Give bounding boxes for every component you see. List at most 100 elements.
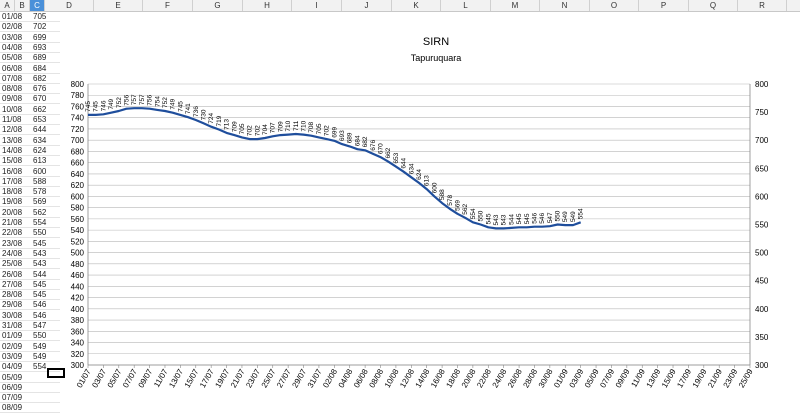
date-cell[interactable]: 19/08 (2, 197, 23, 207)
date-cell[interactable]: 07/08 (2, 73, 23, 83)
table-row[interactable]: 26/08 544 (0, 270, 60, 280)
table-row[interactable]: 08/09 (0, 403, 60, 414)
table-row[interactable]: 24/08 543 (0, 249, 60, 259)
column-header-b[interactable]: B (15, 0, 30, 11)
table-row[interactable]: 31/08 547 (0, 321, 60, 331)
date-cell[interactable]: 31/08 (2, 321, 23, 330)
value-cell[interactable]: 702 (33, 22, 47, 32)
table-row[interactable]: 28/08 545 (0, 290, 60, 301)
value-cell[interactable]: 644 (33, 125, 47, 135)
date-cell[interactable]: 14/08 (2, 145, 23, 155)
date-cell[interactable]: 05/09 (2, 372, 23, 382)
date-cell[interactable]: 08/08 (2, 84, 23, 94)
date-cell[interactable]: 10/08 (2, 104, 23, 114)
value-cell[interactable]: 569 (33, 197, 47, 207)
date-cell[interactable]: 26/08 (2, 269, 23, 279)
table-row[interactable]: 18/08 578 (0, 187, 60, 198)
value-cell[interactable]: 600 (33, 166, 47, 176)
date-cell[interactable]: 15/08 (2, 156, 23, 166)
date-cell[interactable]: 13/08 (2, 135, 23, 145)
table-row[interactable]: 08/08 676 (0, 84, 60, 95)
table-row[interactable]: 05/08 689 (0, 53, 60, 64)
date-cell[interactable]: 30/08 (2, 310, 23, 320)
table-row[interactable]: 15/08 613 (0, 156, 60, 167)
value-cell[interactable]: 588 (33, 176, 47, 186)
column-header-g[interactable]: G (193, 0, 243, 11)
date-cell[interactable]: 27/08 (2, 279, 23, 289)
value-cell[interactable]: 562 (33, 207, 47, 217)
table-row[interactable]: 02/08 702 (0, 22, 60, 33)
column-header-i[interactable]: I (292, 0, 342, 11)
column-header-h[interactable]: H (243, 0, 292, 11)
date-cell[interactable]: 29/08 (2, 300, 23, 310)
date-cell[interactable]: 28/08 (2, 290, 23, 300)
table-row[interactable]: 02/09 549 (0, 342, 60, 352)
value-cell[interactable]: 684 (33, 63, 47, 73)
value-cell[interactable]: 634 (33, 135, 47, 145)
date-cell[interactable]: 16/08 (2, 166, 23, 176)
table-row[interactable]: 06/09 (0, 383, 60, 393)
column-header-d[interactable]: D (45, 0, 94, 11)
table-row[interactable]: 21/08 554 (0, 218, 60, 228)
date-cell[interactable]: 03/08 (2, 32, 23, 42)
value-cell[interactable]: 547 (33, 321, 47, 330)
value-cell[interactable]: 653 (33, 115, 47, 124)
date-cell[interactable]: 07/09 (2, 393, 23, 403)
date-cell[interactable]: 04/08 (2, 42, 23, 52)
column-header-o[interactable]: O (590, 0, 639, 11)
column-header-q[interactable]: Q (689, 0, 738, 11)
table-row[interactable]: 04/08 693 (0, 43, 60, 53)
value-cell[interactable]: 670 (33, 94, 47, 104)
table-row[interactable]: 03/08 699 (0, 33, 60, 43)
table-row[interactable]: 13/08 634 (0, 136, 60, 146)
date-cell[interactable]: 01/09 (2, 331, 23, 341)
date-cell[interactable]: 21/08 (2, 218, 23, 227)
table-row[interactable]: 04/09 554 (0, 362, 60, 373)
value-cell[interactable]: 543 (33, 259, 47, 269)
date-cell[interactable]: 02/09 (2, 341, 23, 351)
date-cell[interactable]: 23/08 (2, 238, 23, 248)
date-cell[interactable]: 12/08 (2, 125, 23, 135)
table-row[interactable]: 03/09 549 (0, 352, 60, 362)
date-cell[interactable]: 25/08 (2, 259, 23, 269)
table-row[interactable]: 30/08 546 (0, 311, 60, 321)
value-cell[interactable]: 613 (33, 156, 47, 166)
value-cell[interactable]: 543 (33, 248, 47, 258)
table-row[interactable]: 06/08 684 (0, 64, 60, 74)
table-row[interactable]: 17/08 588 (0, 177, 60, 187)
date-cell[interactable]: 08/09 (2, 403, 23, 413)
date-cell[interactable]: 20/08 (2, 207, 23, 217)
value-cell[interactable]: 554 (33, 218, 47, 227)
table-row[interactable]: 07/08 682 (0, 74, 60, 84)
value-cell[interactable]: 662 (33, 104, 47, 114)
value-cell[interactable]: 549 (33, 341, 47, 351)
column-header-a[interactable]: A (0, 0, 15, 11)
value-cell[interactable]: 689 (33, 53, 47, 63)
column-header-r[interactable]: R (738, 0, 787, 11)
value-cell[interactable]: 545 (33, 290, 47, 300)
date-cell[interactable]: 09/08 (2, 94, 23, 104)
date-cell[interactable]: 18/08 (2, 187, 23, 197)
table-row[interactable]: 25/08 543 (0, 259, 60, 270)
date-cell[interactable]: 17/08 (2, 176, 23, 186)
date-cell[interactable]: 22/08 (2, 228, 23, 238)
table-row[interactable]: 10/08 662 (0, 105, 60, 115)
table-row[interactable]: 12/08 644 (0, 125, 60, 136)
date-cell[interactable]: 24/08 (2, 248, 23, 258)
table-row[interactable]: 29/08 546 (0, 300, 60, 311)
value-cell[interactable]: 544 (33, 269, 47, 279)
date-cell[interactable]: 03/09 (2, 351, 23, 361)
table-row[interactable]: 27/08 545 (0, 280, 60, 290)
date-cell[interactable]: 04/09 (2, 362, 23, 372)
table-row[interactable]: 05/09 (0, 373, 60, 383)
column-header-j[interactable]: J (342, 0, 392, 11)
table-row[interactable]: 22/08 550 (0, 228, 60, 239)
value-cell[interactable]: 682 (33, 73, 47, 83)
table-row[interactable]: 01/09 550 (0, 331, 60, 342)
date-cell[interactable]: 05/08 (2, 53, 23, 63)
date-cell[interactable]: 01/08 (2, 12, 23, 21)
column-header-f[interactable]: F (143, 0, 193, 11)
column-header-m[interactable]: M (491, 0, 540, 11)
date-cell[interactable]: 06/08 (2, 63, 23, 73)
table-row[interactable]: 09/08 670 (0, 94, 60, 105)
